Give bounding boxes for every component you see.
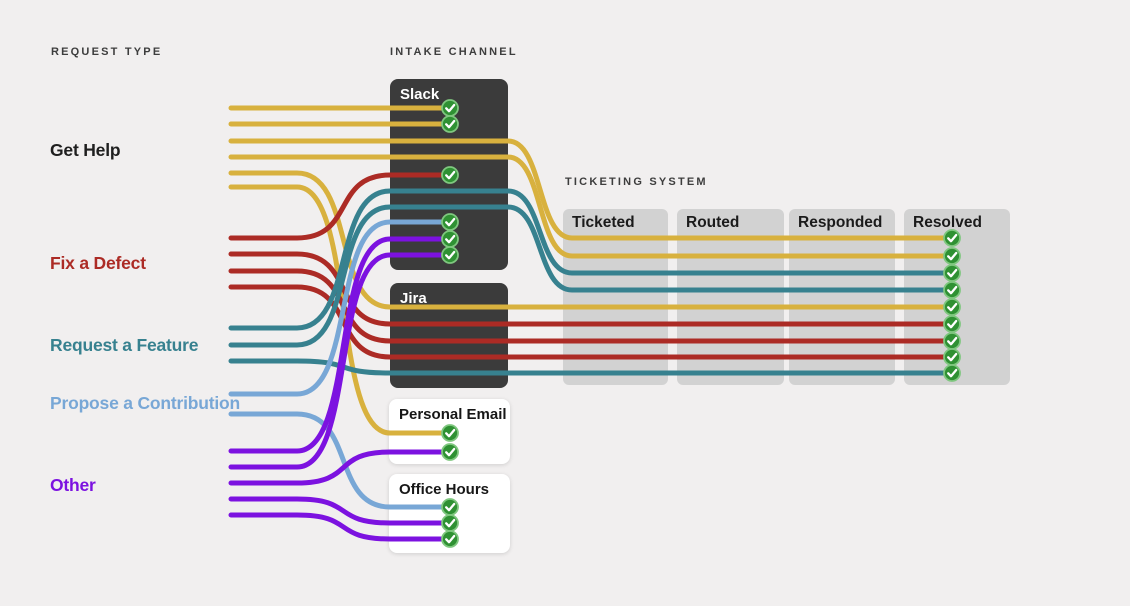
- intake-channel-office-hours-label: Office Hours: [399, 481, 490, 498]
- ticketing-stage-resolved-label: Resolved: [913, 214, 982, 231]
- request-type-label-get-help: Get Help: [50, 140, 121, 160]
- ticketing-system-header: TICKETING SYSTEM: [565, 176, 708, 188]
- request-type-label-propose-a-contribution: Propose a Contribution: [50, 393, 241, 413]
- ticketing-stage-resolved: Resolved: [904, 209, 1010, 385]
- request-type-label-fix-a-defect: Fix a Defect: [50, 253, 146, 273]
- request-type-header: REQUEST TYPE: [51, 46, 163, 58]
- ticketing-stage-responded: Responded: [789, 209, 895, 385]
- ticketing-stage-ticketed-label: Ticketed: [572, 214, 635, 231]
- intake-channel-jira-label: Jira: [400, 290, 427, 307]
- ticketing-stage-responded-label: Responded: [798, 214, 883, 231]
- ticketing-stage-ticketed: Ticketed: [563, 209, 668, 385]
- request-type-label-other: Other: [50, 475, 96, 495]
- intake-channel-header: INTAKE CHANNEL: [390, 46, 518, 58]
- intake-channel-slack: Slack: [390, 79, 508, 270]
- intake-channel-jira: Jira: [390, 283, 508, 388]
- intake-channel-personal-email-label: Personal Email: [399, 406, 507, 423]
- intake-channel-personal-email: Personal Email: [389, 399, 510, 464]
- ticketing-stage-routed-label: Routed: [686, 214, 740, 231]
- intake-channel-slack-label: Slack: [400, 86, 440, 103]
- ticketing-stage-routed: Routed: [677, 209, 784, 385]
- intake-channel-office-hours: Office Hours: [389, 474, 510, 553]
- request-type-label-request-a-feature: Request a Feature: [50, 335, 199, 355]
